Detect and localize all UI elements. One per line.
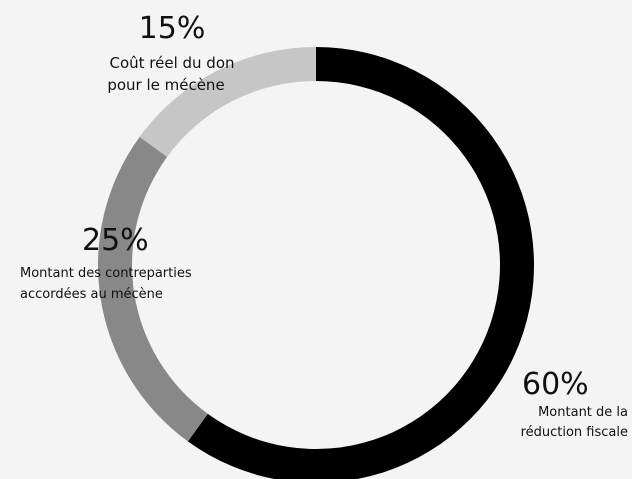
donut-slice-tax-reduction [187, 47, 534, 479]
slice-label-line1-cost: Coût réel du don [109, 54, 234, 72]
slice-label-line1-tax: Montant de la [538, 405, 628, 420]
slice-pct-label-counterparts: 25% [82, 223, 149, 258]
slice-label-group-tax: 60% Montant de la réduction fiscale [521, 367, 628, 440]
donut-slices [97, 47, 534, 479]
slice-label-line2-cost: pour le mécène [107, 76, 224, 94]
slice-pct-label-cost: 15% [139, 11, 206, 46]
slice-pct-label-tax: 60% [522, 367, 589, 402]
donut-slice-real-cost [139, 47, 316, 157]
slice-label-line2-tax: réduction fiscale [521, 425, 628, 440]
donut-slice-counterparts [97, 136, 208, 442]
slice-label-line2-counterparts: accordées au mécène [20, 287, 163, 302]
slice-label-line1-counterparts: Montant des contreparties [20, 266, 192, 281]
slice-label-group-counterparts: 25% Montant des contreparties accordées … [20, 223, 192, 302]
slice-label-group-cost: 15% Coût réel du don pour le mécène [107, 11, 234, 94]
